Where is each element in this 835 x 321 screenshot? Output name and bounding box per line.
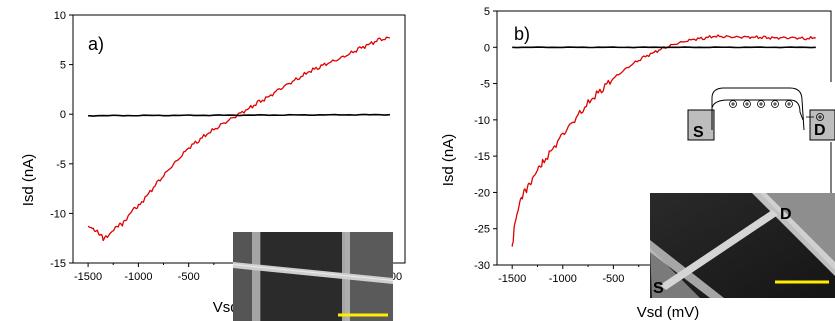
y-tick-label: -10 [50, 208, 66, 220]
y-tick-label: 0 [60, 109, 66, 121]
panel-a: -1500-1000-500050010001500 -15-10-50510 … [20, 10, 406, 321]
sem-drain-label: D [780, 206, 792, 223]
x-tick-label: -500 [178, 271, 200, 283]
x-tick-label: -1500 [74, 271, 102, 283]
drain-contact [809, 109, 835, 141]
y-tick-label: -30 [474, 260, 490, 272]
panel-label: b) [514, 24, 530, 44]
x-axis-label: Vsd (mV) [637, 304, 700, 321]
y-tick-label: 0 [484, 42, 490, 54]
y-tick-labels: -30 -25 -20 -15 -10 -5 0 5 [474, 6, 490, 272]
y-tick-label: -20 [474, 187, 490, 199]
drain-label: D [814, 122, 826, 139]
y-tick-label: 10 [54, 10, 66, 22]
series-line-red [511, 34, 816, 247]
y-axis-label: Isd (nA) [20, 154, 37, 207]
x-tick-label: -1500 [498, 273, 526, 285]
y-tick-label: -10 [474, 115, 490, 127]
series-group [87, 36, 390, 242]
y-tick-label: -5 [480, 79, 490, 91]
series-line-red [87, 36, 390, 242]
sem-inset [650, 193, 835, 298]
series-line-black [512, 46, 816, 49]
y-tick-label: -25 [474, 224, 490, 236]
y-tick-label: -15 [50, 258, 66, 270]
source-label: S [693, 124, 704, 141]
sem-inset [233, 232, 393, 321]
sem-source-label: S [653, 280, 664, 297]
series-line-black [88, 113, 390, 117]
series-group [511, 34, 816, 247]
y-tick-label: -5 [56, 159, 66, 171]
x-tick-label: -1000 [124, 271, 152, 283]
panel-b: -1500-1000-500050010001500 -30-25-20-15-… [440, 6, 835, 321]
axis-ticks [69, 14, 391, 267]
y-tick-label: -15 [474, 151, 490, 163]
source-contact [687, 109, 715, 141]
panel-label: a) [88, 34, 104, 54]
y-tick-label: 5 [60, 60, 66, 72]
y-axis-label: Isd (nA) [440, 134, 457, 187]
y-tick-labels: -15 -10 -5 0 5 10 [50, 10, 66, 270]
x-tick-label: -500 [602, 273, 624, 285]
y-tick-label: 5 [484, 6, 490, 18]
band-diagram-inset: S D [680, 82, 835, 142]
x-tick-label: -1000 [549, 273, 577, 285]
